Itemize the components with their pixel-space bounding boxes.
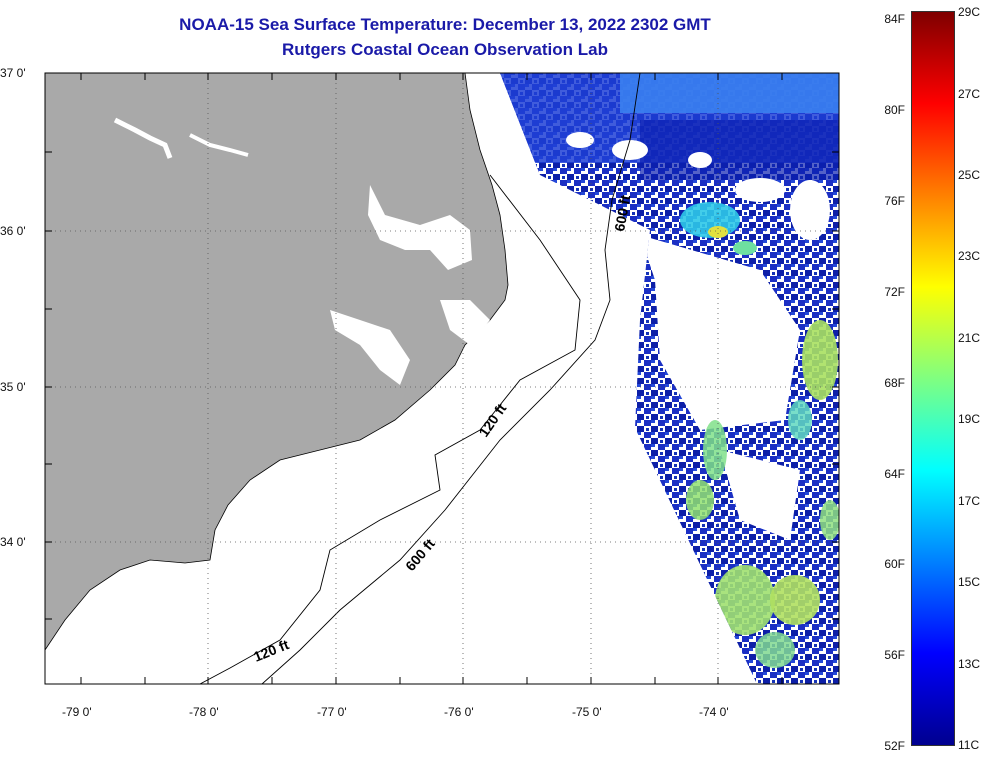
cb-c-11: 11C [958,738,980,752]
contour-120ft [199,174,581,684]
lon-label-76: -76 0' [444,705,474,719]
cb-f-76: 76F [884,194,905,208]
lon-label-75: -75 0' [572,705,602,719]
lon-label-77: -77 0' [317,705,347,719]
cb-f-80: 80F [884,103,905,117]
lat-label-37: 37 0' [0,66,26,80]
river-1 [113,117,173,159]
cb-f-64: 64F [884,467,905,481]
lat-label-36: 36 0' [0,224,26,238]
contour-600ft [261,73,641,684]
map-title: NOAA-15 Sea Surface Temperature: Decembe… [179,15,711,34]
lon-label-74: -74 0' [699,705,729,719]
cb-f-84: 84F [884,12,905,26]
axis-ticks [45,72,839,684]
sound-1 [368,185,472,270]
cb-f-72: 72F [884,285,905,299]
contour-label-600-a: 600 ft [611,193,633,232]
graticule [45,73,839,684]
cb-f-56: 56F [884,648,905,662]
cb-c-27: 27C [958,87,981,101]
cb-c-17: 17C [958,494,981,508]
lat-label-35: 35 0' [0,380,26,394]
map-subtitle: Rutgers Coastal Ocean Observation Lab [282,40,608,59]
lon-label-78: -78 0' [189,705,219,719]
lon-label-79: -79 0' [62,705,92,719]
cb-c-19: 19C [958,412,981,426]
cb-c-15: 15C [958,575,981,589]
cb-f-52: 52F [884,739,905,753]
cb-c-23: 23C [958,249,981,263]
sound-2 [330,310,410,385]
river-2 [189,133,249,157]
cb-c-21: 21C [958,331,981,345]
sound-3 [440,300,490,345]
cb-c-29: 29C [958,5,981,19]
cb-f-68: 68F [884,376,905,390]
cb-f-60: 60F [884,557,905,571]
lat-label-34: 34 0' [0,535,26,549]
cb-c-25: 25C [958,168,981,182]
temperature-colorbar [911,11,955,746]
cb-c-13: 13C [958,657,981,671]
